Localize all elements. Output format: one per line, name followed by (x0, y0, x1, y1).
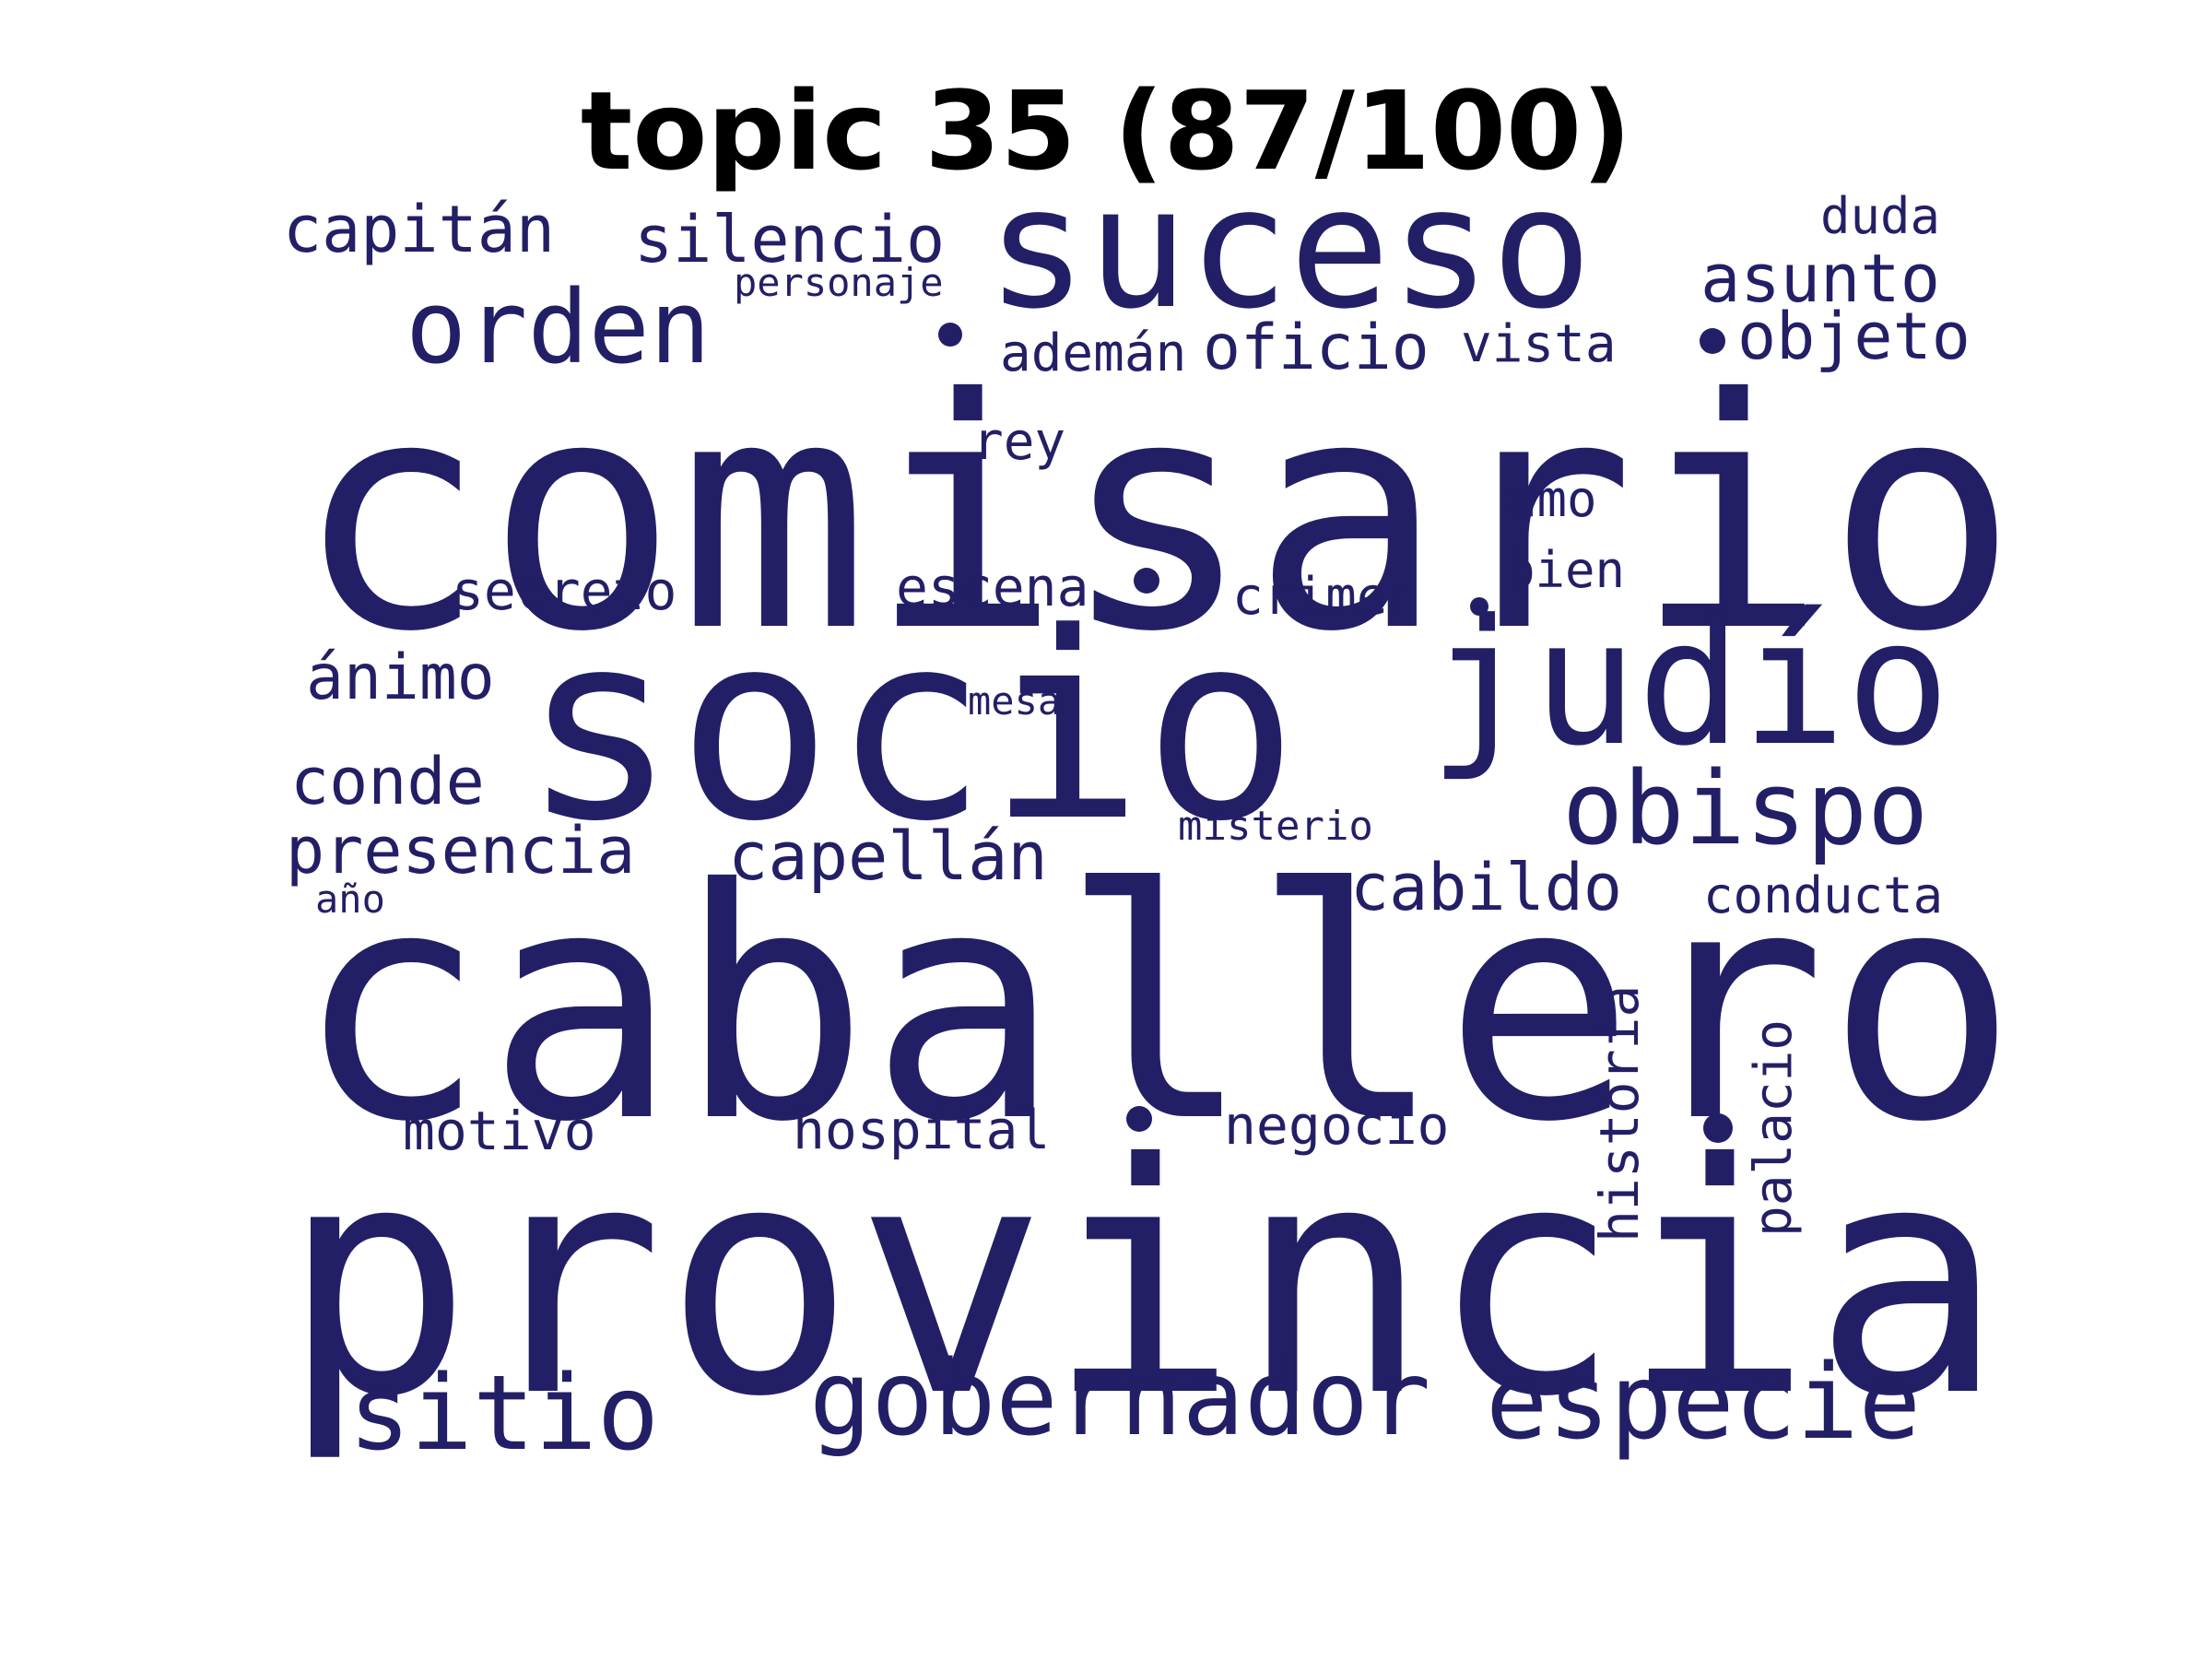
word-crimen: crimen (1232, 567, 1419, 627)
word-capellan: capellán (728, 818, 1048, 895)
word-orden: orden (406, 268, 712, 386)
word-suceso: suceso (986, 150, 1593, 346)
word-personaje: personaje (734, 260, 944, 305)
word-misterio: misterio (1178, 803, 1373, 850)
word-rey: rey (972, 412, 1066, 472)
word-amo: amo (1507, 470, 1597, 528)
word-sitio: sitio (348, 1354, 660, 1474)
word-cabildo: cabildo (1350, 850, 1623, 925)
word-objeto: objeto (1737, 299, 1971, 374)
word-palacio: palacio (1744, 1018, 1804, 1237)
word-bien: bien (1505, 541, 1626, 599)
word-gobernador: gobernador (809, 1339, 1431, 1459)
stray-dot (938, 323, 962, 347)
word-judio: judío (1429, 582, 1950, 784)
word-obispo: obispo (1562, 749, 1929, 867)
stray-dot (1470, 597, 1488, 616)
chart-title: topic 35 (87/100) (580, 67, 1632, 194)
word-mesa: mesa (968, 678, 1062, 724)
word-animo: ánimo (306, 641, 495, 714)
word-ano: año (315, 877, 385, 922)
word-hospital: hospital (793, 1099, 1051, 1161)
word-escena: escena (896, 556, 1089, 618)
stray-dot (1126, 1106, 1152, 1132)
word-secreto: secreto (452, 559, 677, 622)
stray-dot (1703, 1113, 1733, 1143)
word-vista: vista (1461, 314, 1617, 374)
word-comisario: comisario (295, 332, 2018, 701)
word-presencia: presencia (286, 813, 636, 888)
stray-dot (1700, 328, 1725, 354)
word-capitan: capitán (283, 192, 556, 267)
word-duda: duda (1820, 187, 1941, 245)
word-caballero: caballero (295, 822, 2018, 1192)
word-ademan: ademán (1000, 324, 1187, 383)
word-motivo: motivo (403, 1100, 596, 1162)
word-conducta: conducta (1703, 866, 1944, 924)
word-especie: especie (1486, 1343, 1922, 1463)
stray-dot (1134, 568, 1159, 594)
word-historia: historia (1588, 984, 1651, 1242)
word-negocio: negocio (1224, 1094, 1450, 1157)
word-provincia: provincia (281, 1097, 2005, 1466)
word-socio: socio (522, 578, 1299, 878)
word-oficio: oficio (1203, 312, 1430, 384)
word-asunto: asunto (1700, 240, 1941, 317)
word-silencio: silencio (634, 202, 946, 277)
word-conde: conde (290, 744, 485, 819)
